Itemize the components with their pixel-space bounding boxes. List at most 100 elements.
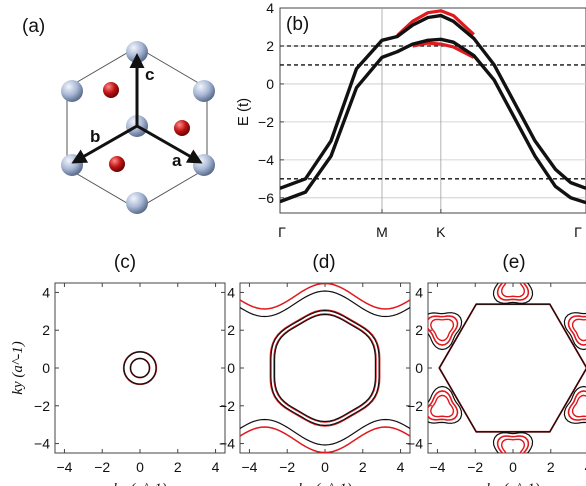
panel-b: −6 −4 −2 0 2 4 Γ M K Γ E (t) (b) bbox=[235, 0, 586, 240]
fermi-pocket bbox=[428, 312, 463, 351]
fermi-pocket bbox=[496, 435, 530, 453]
y-tick-label: 2 bbox=[227, 322, 235, 338]
panel-b-label: (b) bbox=[286, 14, 309, 35]
y-tick-label: 0 bbox=[42, 360, 50, 376]
x-tick-label: 2 bbox=[174, 459, 182, 475]
fermi-contour-black bbox=[129, 357, 151, 379]
atom-red bbox=[174, 120, 190, 136]
atom-blue bbox=[61, 80, 83, 102]
fermi-contour-arc bbox=[240, 426, 410, 453]
fermi-contour-black bbox=[123, 351, 157, 385]
contour-plot-frame bbox=[54, 282, 226, 454]
x-tick-label: −4 bbox=[241, 459, 257, 475]
fermi-pocket bbox=[563, 312, 586, 351]
axis-ticks: −4 −4 −2 −2 0 0 2 2 4 4 bbox=[219, 283, 410, 475]
fermi-pocket bbox=[430, 394, 455, 418]
x-tick-label: −2 bbox=[279, 459, 295, 475]
x-tick-label: 4 bbox=[212, 459, 220, 475]
band-curve-red bbox=[412, 41, 475, 59]
x-tick-label: −4 bbox=[429, 459, 445, 475]
panel-c-label: (c) bbox=[114, 252, 136, 273]
y-tick-label: −2 bbox=[407, 398, 423, 414]
fermi-contour-arc bbox=[240, 418, 410, 446]
band-curve-black bbox=[280, 13, 586, 190]
atom-blue bbox=[193, 80, 215, 102]
y-tick-label: −2 bbox=[219, 398, 235, 414]
fermi-pocket bbox=[430, 318, 455, 342]
x-tick-label: Γ bbox=[278, 224, 286, 240]
x-tick-label: K bbox=[436, 224, 446, 240]
x-tick-label: 0 bbox=[509, 459, 517, 475]
fermi-pocket bbox=[428, 390, 459, 421]
y-tick-label: 4 bbox=[415, 284, 423, 300]
vector-a-label: a bbox=[172, 151, 182, 170]
x-axis-label: kx (a^-1) bbox=[486, 481, 539, 486]
axis-ticks: −4 −4 −2 −2 0 0 2 2 4 4 bbox=[407, 283, 586, 475]
x-tick-label: 4 bbox=[585, 459, 586, 475]
x-axis-label: kx (a^-1) bbox=[298, 481, 351, 486]
y-axis-label: ky (a^-1) bbox=[10, 341, 26, 394]
atom-blue bbox=[126, 192, 148, 214]
fermi-contour-black bbox=[438, 303, 586, 433]
y-tick-label: 4 bbox=[266, 0, 274, 16]
atom-red bbox=[109, 156, 125, 172]
fermi-pocket bbox=[428, 385, 463, 424]
y-tick-label: 4 bbox=[42, 284, 50, 300]
fermi-pocket bbox=[492, 283, 534, 304]
vector-c-label: c bbox=[145, 65, 154, 84]
fermi-level-lines bbox=[280, 45, 586, 180]
y-tick-label: −4 bbox=[258, 152, 274, 168]
fermi-contours bbox=[428, 283, 586, 453]
fermi-pocket bbox=[571, 318, 586, 342]
atom-red bbox=[103, 82, 119, 98]
contour-plot-frame bbox=[427, 282, 586, 454]
fermi-contours bbox=[240, 283, 410, 453]
panel-d-label: (d) bbox=[312, 252, 335, 273]
y-tick-label: 2 bbox=[266, 38, 274, 54]
y-tick-label: −4 bbox=[34, 436, 50, 452]
x-tick-label: 2 bbox=[359, 459, 367, 475]
band-curves bbox=[280, 9, 586, 205]
x-axis-label: kx (a^-1) bbox=[113, 481, 166, 486]
band-y-ticks: −6 −4 −2 0 2 4 bbox=[258, 0, 284, 206]
y-tick-label: 0 bbox=[227, 360, 235, 376]
fermi-pocket bbox=[500, 438, 526, 453]
x-tick-label: 2 bbox=[547, 459, 555, 475]
axis-ticks: −4 −4 −2 −2 0 0 2 2 4 4 bbox=[34, 283, 225, 475]
fermi-pocket bbox=[496, 283, 530, 301]
lattice-vectors bbox=[71, 53, 203, 164]
y-tick-label: −2 bbox=[258, 114, 274, 130]
fermi-pocket bbox=[567, 390, 586, 421]
x-tick-label: M bbox=[376, 224, 388, 240]
y-tick-label: −4 bbox=[219, 436, 235, 452]
y-tick-label: 2 bbox=[42, 322, 50, 338]
x-tick-label: 4 bbox=[397, 459, 405, 475]
y-tick-label: 2 bbox=[415, 322, 423, 338]
panel-b-label-bg bbox=[284, 12, 324, 34]
x-tick-label: −2 bbox=[467, 459, 483, 475]
fermi-pocket bbox=[428, 315, 459, 346]
fermi-contour-arc bbox=[240, 283, 410, 310]
atom-blue bbox=[193, 154, 215, 176]
vector-b-label: b bbox=[90, 127, 100, 146]
fermi-contour-black bbox=[270, 309, 380, 427]
y-tick-label: 0 bbox=[266, 76, 274, 92]
band-curve-black bbox=[280, 37, 586, 205]
y-tick-label: 4 bbox=[227, 284, 235, 300]
panel-a-label: (a) bbox=[22, 16, 45, 37]
vector-b-arrow bbox=[71, 124, 138, 164]
fermi-pocket bbox=[563, 385, 586, 424]
fermi-contours bbox=[122, 350, 158, 386]
panel-c: (c) −4 −4 −2 −2 0 0 2 2 4 4 kx (a^-1) ky (a^-1) bbox=[10, 252, 226, 486]
panel-e-label: (e) bbox=[502, 252, 525, 273]
y-tick-label: 0 bbox=[415, 360, 423, 376]
panel-e: (e) −4 −4 −2 −2 0 0 2 2 4 4 kx (a^-1) bbox=[407, 252, 586, 486]
fermi-contour-arc bbox=[240, 290, 410, 318]
y-tick-label: −2 bbox=[34, 398, 50, 414]
panel-d: (d) −4 −4 −2 −2 0 0 2 2 4 4 kx (a^-1) bbox=[219, 252, 411, 486]
fermi-pocket bbox=[500, 283, 526, 298]
fermi-pocket bbox=[567, 315, 586, 346]
panel-a: (a) bbox=[22, 16, 215, 214]
x-tick-label: 0 bbox=[136, 459, 144, 475]
